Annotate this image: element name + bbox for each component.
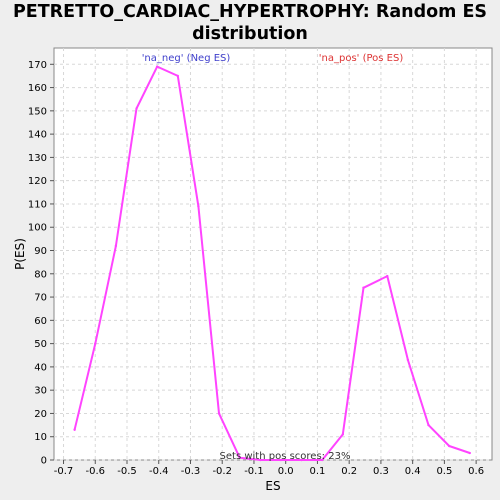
es-data-point <box>94 342 97 345</box>
series-group <box>73 65 471 462</box>
grid-lines <box>54 48 492 461</box>
y-tick-label: 160 <box>28 83 47 94</box>
x-tick-label: -0.6 <box>86 466 106 477</box>
y-tick-label: 110 <box>28 199 47 210</box>
y-tick-label: 130 <box>28 153 47 164</box>
y-tick-label: 170 <box>28 60 47 71</box>
x-tick-label: 0.4 <box>405 466 421 477</box>
axis-ticks: 0 10 20 30 40 50 60 70 80 90 100 110 120 130 140 150 160… <box>28 60 484 477</box>
x-tick-label: -0.5 <box>117 466 137 477</box>
es-data-point <box>279 458 283 462</box>
y-tick-label: 30 <box>34 386 47 397</box>
es-data-point <box>259 458 262 462</box>
es-data-point <box>217 412 221 415</box>
x-tick-label: -0.1 <box>244 466 264 477</box>
y-tick-label: 70 <box>34 293 47 304</box>
chart-title-line2: distribution <box>192 24 308 44</box>
es-data-point <box>386 274 389 278</box>
es-data-point <box>155 65 159 68</box>
y-tick-label: 150 <box>28 106 47 117</box>
es-data-point <box>73 428 76 431</box>
x-tick-label: 0.2 <box>341 466 357 477</box>
x-tick-label: 0.3 <box>373 466 389 477</box>
y-tick-label: 40 <box>34 362 47 373</box>
legend-neg: 'na_neg' (Neg ES) <box>142 53 231 64</box>
x-tick-label: -0.7 <box>54 466 74 477</box>
x-tick-label: 0.6 <box>468 466 484 477</box>
x-tick-label: 0.1 <box>309 466 325 477</box>
es-data-point <box>362 286 365 289</box>
es-data-point <box>427 423 430 427</box>
es-data-point <box>341 433 345 436</box>
x-tick-label: 0.5 <box>436 466 452 477</box>
es-data-point <box>176 74 179 78</box>
pos-scores-annotation: Sets with pos scores: 23% <box>220 451 351 462</box>
y-tick-label: 140 <box>28 130 47 141</box>
y-tick-label: 20 <box>34 409 47 420</box>
y-tick-label: 90 <box>34 246 47 257</box>
chart-title-line1: PETRETTO_CARDIAC_HYPERTROPHY: Random ES <box>12 2 488 22</box>
es-data-point <box>300 458 303 462</box>
es-data-point <box>320 458 324 462</box>
x-tick-label: 0.0 <box>278 466 294 477</box>
plot-area <box>53 47 493 461</box>
x-tick-label: -0.2 <box>212 466 232 477</box>
es-data-point <box>197 205 200 208</box>
chart-title: PETRETTO_CARDIAC_HYPERTROPHY: Random ES … <box>0 1 500 45</box>
y-tick-label: 80 <box>34 269 47 280</box>
es-distribution-line <box>73 65 471 461</box>
y-tick-label: 0 <box>41 456 47 467</box>
x-axis-label: ES <box>265 479 280 493</box>
y-tick-label: 120 <box>28 176 47 187</box>
legend-pos: 'na_pos' (Pos ES) <box>319 53 404 64</box>
es-data-point <box>447 444 451 448</box>
y-tick-label: 50 <box>34 339 47 350</box>
es-data-point <box>468 451 471 455</box>
y-tick-label: 10 <box>34 432 47 443</box>
x-tick-label: -0.4 <box>149 466 169 477</box>
y-tick-label: 100 <box>28 223 47 234</box>
y-axis-label: P(ES) <box>13 238 27 270</box>
x-tick-label: -0.3 <box>181 466 201 477</box>
es-data-point <box>238 456 241 459</box>
y-tick-label: 60 <box>34 316 47 327</box>
es-data-point <box>135 107 138 110</box>
es-data-point <box>406 358 410 362</box>
es-data-point <box>114 244 118 248</box>
